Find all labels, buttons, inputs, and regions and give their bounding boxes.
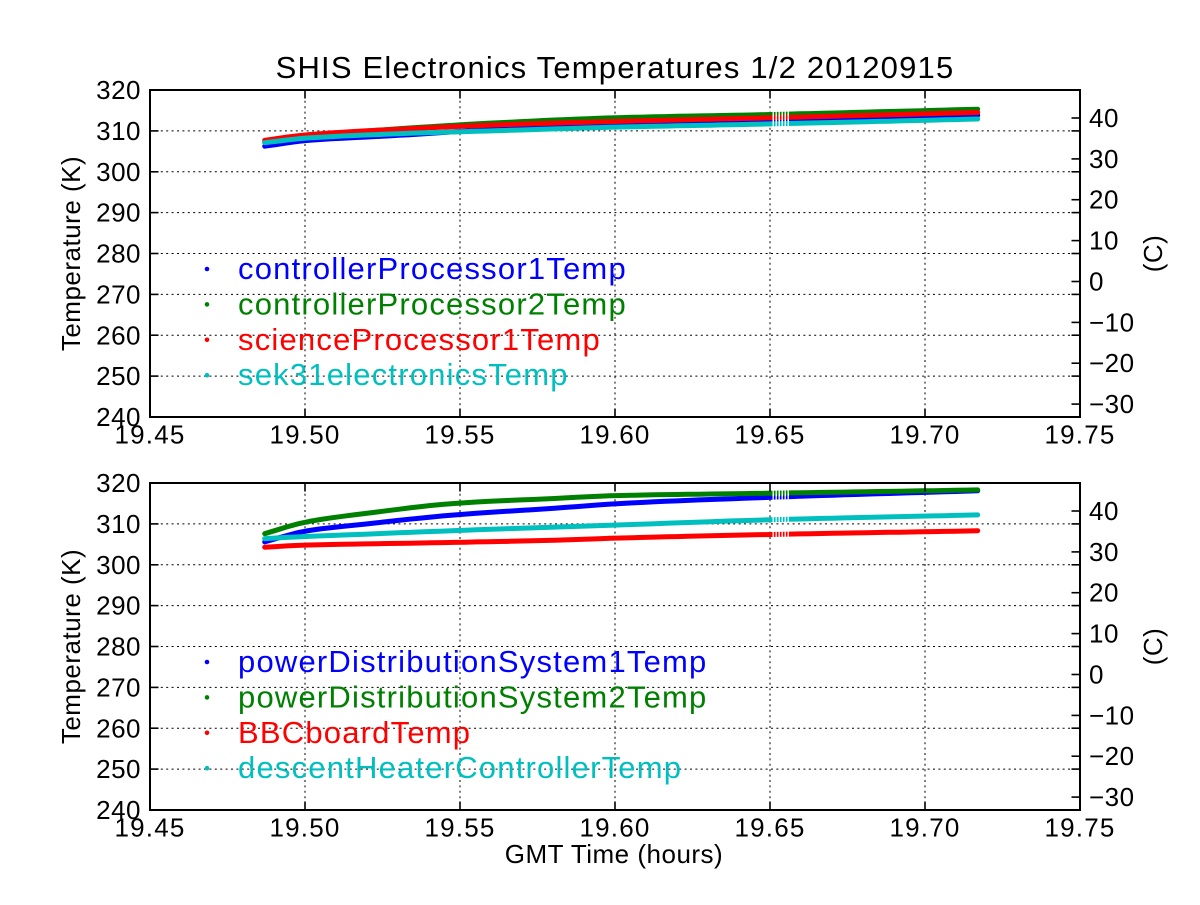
svg-text:260: 260	[96, 320, 141, 350]
svg-text:10: 10	[1089, 226, 1119, 256]
svg-text:19.60: 19.60	[579, 813, 650, 843]
svg-text:280: 280	[96, 239, 141, 269]
svg-text:19.50: 19.50	[269, 813, 340, 843]
svg-text:19.50: 19.50	[269, 420, 340, 450]
svg-text:powerDistributionSystem1Temp: powerDistributionSystem1Temp	[238, 644, 708, 679]
svg-text:310: 310	[96, 509, 141, 539]
svg-text:290: 290	[96, 198, 141, 228]
svg-text:270: 270	[96, 279, 141, 309]
svg-text:250: 250	[96, 361, 141, 391]
svg-text:250: 250	[96, 754, 141, 784]
svg-text:BBCboardTemp: BBCboardTemp	[238, 715, 471, 750]
svg-text:19.55: 19.55	[424, 813, 495, 843]
svg-text:320: 320	[96, 75, 141, 105]
svg-text:260: 260	[96, 713, 141, 743]
svg-text:0: 0	[1089, 266, 1104, 296]
svg-text:19.75: 19.75	[1044, 813, 1115, 843]
svg-text:19.70: 19.70	[889, 813, 960, 843]
svg-text:controllerProcessor1Temp: controllerProcessor1Temp	[238, 251, 627, 286]
svg-text:19.65: 19.65	[734, 420, 805, 450]
svg-text:−10: −10	[1089, 700, 1135, 730]
svg-text:40: 40	[1089, 496, 1119, 526]
svg-text:30: 30	[1089, 537, 1119, 567]
svg-text:300: 300	[96, 157, 141, 187]
svg-text:19.60: 19.60	[579, 420, 650, 450]
svg-text:sek31electronicsTemp: sek31electronicsTemp	[238, 357, 569, 392]
svg-text:280: 280	[96, 632, 141, 662]
svg-text:40: 40	[1089, 103, 1119, 133]
svg-text:GMT Time (hours): GMT Time (hours)	[505, 839, 723, 869]
svg-text:descentHeaterControllerTemp: descentHeaterControllerTemp	[238, 750, 682, 785]
svg-text:Temperature (K): Temperature (K)	[56, 549, 86, 744]
svg-text:19.70: 19.70	[889, 420, 960, 450]
svg-text:−30: −30	[1089, 389, 1135, 419]
svg-text:controllerProcessor2Temp: controllerProcessor2Temp	[238, 286, 627, 321]
svg-text:19.55: 19.55	[424, 420, 495, 450]
svg-text:270: 270	[96, 672, 141, 702]
svg-text:240: 240	[96, 795, 141, 825]
svg-text:20: 20	[1089, 578, 1119, 608]
svg-text:300: 300	[96, 550, 141, 580]
svg-text:240: 240	[96, 402, 141, 432]
svg-text:−20: −20	[1089, 741, 1135, 771]
svg-text:30: 30	[1089, 144, 1119, 174]
svg-text:−30: −30	[1089, 782, 1135, 812]
svg-text:(C): (C)	[1138, 628, 1168, 666]
svg-text:−20: −20	[1089, 348, 1135, 378]
svg-text:19.65: 19.65	[734, 813, 805, 843]
svg-text:320: 320	[96, 468, 141, 498]
svg-text:scienceProcessor1Temp: scienceProcessor1Temp	[238, 322, 601, 357]
svg-text:10: 10	[1089, 619, 1119, 649]
svg-text:0: 0	[1089, 659, 1104, 689]
svg-text:(C): (C)	[1138, 235, 1168, 273]
svg-text:Temperature (K): Temperature (K)	[56, 156, 86, 351]
svg-text:20: 20	[1089, 185, 1119, 215]
svg-text:19.75: 19.75	[1044, 420, 1115, 450]
svg-text:SHIS Electronics Temperatures: SHIS Electronics Temperatures 1/2 201209…	[276, 50, 955, 85]
svg-text:19.45: 19.45	[114, 420, 185, 450]
svg-text:powerDistributionSystem2Temp: powerDistributionSystem2Temp	[238, 679, 708, 714]
svg-text:290: 290	[96, 591, 141, 621]
svg-text:310: 310	[96, 116, 141, 146]
svg-text:19.45: 19.45	[114, 813, 185, 843]
svg-text:−10: −10	[1089, 307, 1135, 337]
